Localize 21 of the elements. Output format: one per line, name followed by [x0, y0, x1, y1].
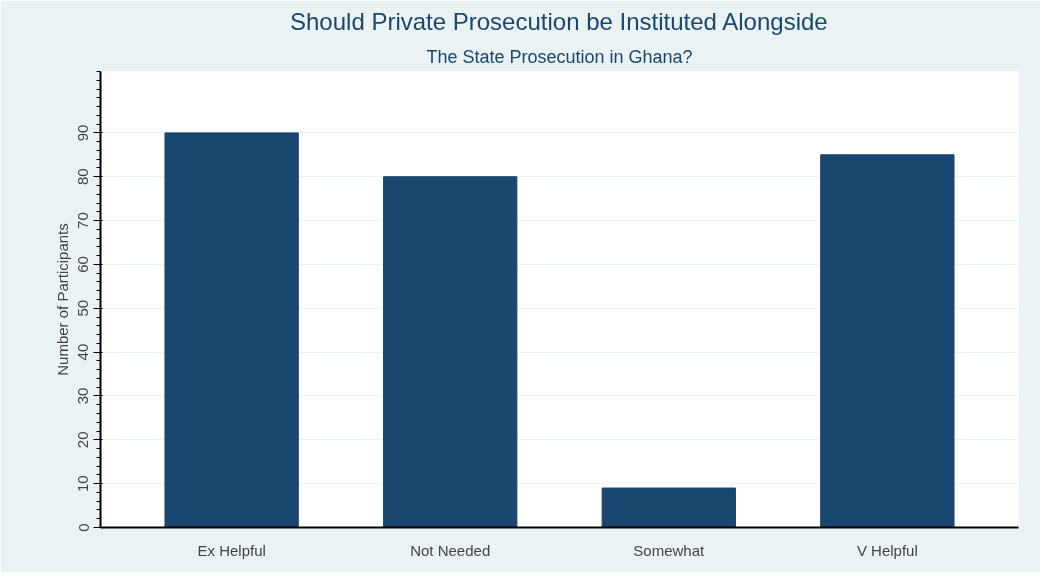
- x-tick-label: Not Needed: [410, 541, 491, 559]
- bar: [164, 132, 299, 528]
- y-tick-label: 20: [74, 431, 92, 449]
- y-tick-label: 90: [74, 124, 92, 142]
- bar: [383, 176, 518, 528]
- chart-subtitle: The State Prosecution in Ghana?: [426, 46, 693, 67]
- y-tick-label: 30: [74, 387, 92, 405]
- y-axis-title: Number of Participants: [53, 223, 71, 376]
- x-tick-label: Ex Helpful: [197, 541, 266, 559]
- chart-title: Should Private Prosecution be Instituted Alongside: [290, 7, 828, 35]
- y-tick-label: 50: [74, 299, 92, 317]
- y-tick-label: 70: [74, 212, 92, 229]
- y-tick-label: 60: [74, 256, 92, 273]
- x-tick-label: Somewhat: [633, 541, 706, 559]
- y-tick-label: 40: [74, 343, 92, 361]
- y-tick-label: 0: [74, 523, 92, 532]
- bar: [601, 487, 736, 528]
- x-tick-label: V Helpful: [856, 541, 918, 559]
- y-tick-label: 10: [74, 475, 92, 492]
- bar: [820, 154, 955, 528]
- y-tick-label: 80: [74, 168, 92, 186]
